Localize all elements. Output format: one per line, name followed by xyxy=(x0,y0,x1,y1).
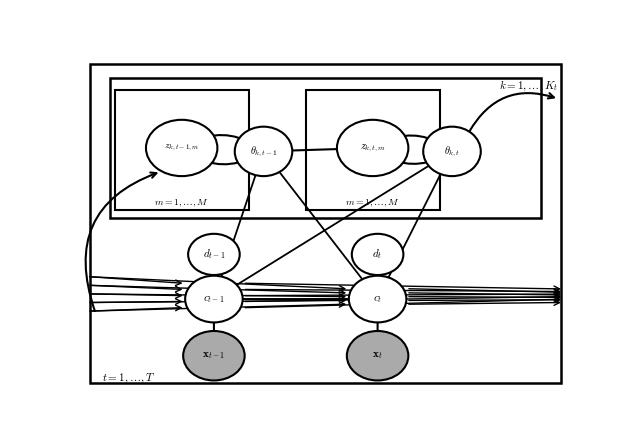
Text: $\mathbf{x}_{t-1}$: $\mathbf{x}_{t-1}$ xyxy=(202,350,225,361)
Text: $z_{k,t-1,m}$: $z_{k,t-1,m}$ xyxy=(164,143,200,153)
Text: $c_t$: $c_t$ xyxy=(373,293,382,305)
Bar xyxy=(306,90,440,210)
Ellipse shape xyxy=(183,331,244,380)
Text: $t = 1,\ldots,T$: $t = 1,\ldots,T$ xyxy=(102,372,156,385)
Ellipse shape xyxy=(349,276,406,322)
Ellipse shape xyxy=(235,127,292,176)
Text: $\theta_{k,t}$: $\theta_{k,t}$ xyxy=(444,144,460,158)
Ellipse shape xyxy=(347,331,408,380)
Ellipse shape xyxy=(185,276,243,322)
Bar xyxy=(110,78,541,219)
Text: $k = 1,\ldots,K_t$: $k = 1,\ldots,K_t$ xyxy=(499,79,558,93)
Ellipse shape xyxy=(337,120,408,176)
Ellipse shape xyxy=(352,234,403,275)
Text: $d_{t-1}$: $d_{t-1}$ xyxy=(202,248,225,261)
Ellipse shape xyxy=(146,120,218,176)
Text: $\theta_{k,t-1}$: $\theta_{k,t-1}$ xyxy=(250,144,278,158)
Ellipse shape xyxy=(423,127,481,176)
Text: $d_t$: $d_t$ xyxy=(372,248,383,261)
Text: $z_{k,t,m}$: $z_{k,t,m}$ xyxy=(360,142,386,153)
Text: $\mathbf{x}_t$: $\mathbf{x}_t$ xyxy=(372,350,383,361)
Text: $m = 1,\ldots,M$: $m = 1,\ldots,M$ xyxy=(154,197,209,209)
Text: $m = 1,\ldots,M$: $m = 1,\ldots,M$ xyxy=(345,197,400,209)
Bar xyxy=(115,90,249,210)
Ellipse shape xyxy=(188,234,240,275)
Text: $c_{t-1}$: $c_{t-1}$ xyxy=(203,293,225,305)
